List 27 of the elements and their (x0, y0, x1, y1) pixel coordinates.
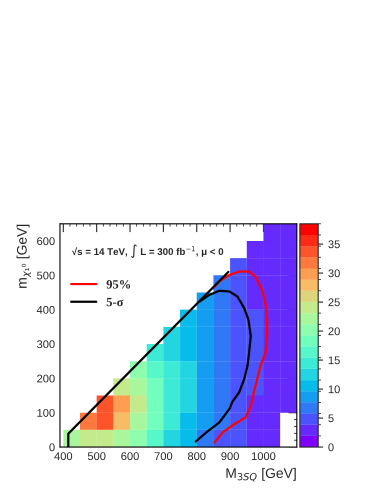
y-tick-label: 500 (37, 272, 55, 280)
x-tick-label: 800 (188, 452, 206, 460)
x-tick-label: 500 (88, 452, 106, 460)
y-tick-label: 400 (36, 306, 55, 314)
legend-label: 95% (106, 280, 130, 289)
annotation: √s = 14 TeV, ∫ L = 300 fb$^{−1}$, μ < 0 (72, 244, 224, 258)
legend-label: 5-σ (106, 298, 124, 306)
color-bar-label: 20 (328, 327, 340, 336)
color-bar-label: 25 (328, 298, 340, 306)
x-tick-label: 900 (221, 452, 239, 460)
x-tick-label: 1000 (252, 452, 276, 460)
x-axis-title: M$_{3SQ}$ [GeV] (226, 468, 296, 482)
color-bar-label: 5 (328, 414, 334, 422)
color-bar-label: 15 (328, 356, 340, 364)
x-tick-label: 400 (54, 452, 72, 460)
y-tick-label: 200 (37, 374, 55, 382)
y-tick-label: 300 (37, 340, 55, 348)
y-tick-label: 100 (37, 408, 55, 417)
x-tick-label: 600 (121, 452, 139, 460)
x-tick-label: 700 (154, 452, 172, 460)
color-bar-label: 10 (328, 385, 340, 394)
y-tick-label: 0 (49, 443, 55, 452)
color-bar-label: 0 (328, 443, 334, 452)
y-axis-title: m$_{χ₁⁰}$ [GeV] (16, 224, 31, 288)
color-bar-label: 35 (328, 240, 340, 248)
color-bar-label: 30 (328, 269, 340, 278)
y-tick-label: 600 (37, 237, 55, 246)
